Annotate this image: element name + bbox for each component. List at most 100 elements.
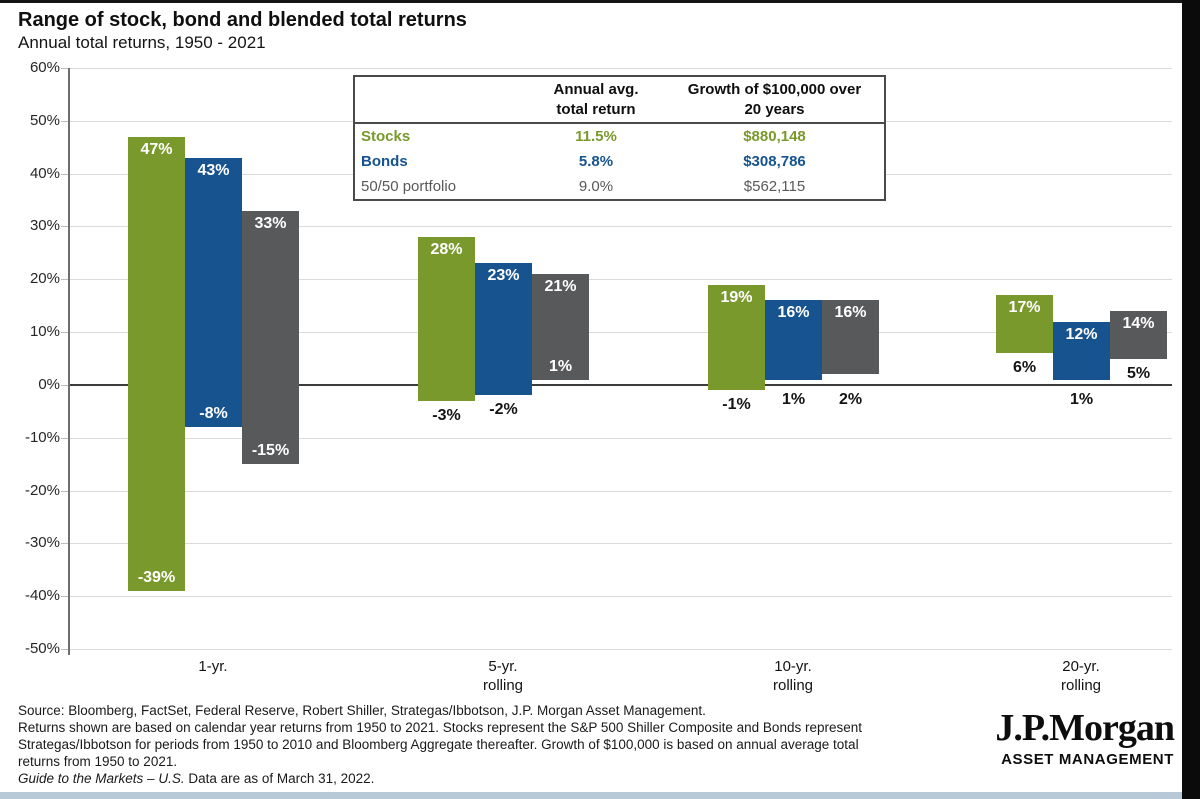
y-axis-label--30: -30% [24, 534, 60, 551]
bar-min-label-50-50-portfolio-1-yr: -15% [251, 442, 290, 459]
y-axis-label--40: -40% [24, 587, 60, 604]
summary-table-row-50-50-portfolio: 50/50 portfolio 9.0% $562,115 [355, 174, 884, 199]
y-axis-label-30: 30% [29, 217, 60, 234]
summary-table-header-annual-avg: Annual avg. total return [553, 81, 639, 118]
y-axis-tick--50 [61, 649, 68, 650]
bar-50-50-portfolio-20-yr [1110, 311, 1167, 359]
bar-min-label-bonds-10-yr: 1% [781, 391, 806, 408]
bar-stocks-20-yr [996, 295, 1053, 353]
summary-table-corner-cell [355, 77, 523, 122]
summary-growth-stocks: $880,148 [743, 128, 806, 145]
gridline--30 [68, 543, 1172, 544]
footnote-line-3: Strategas/Ibbotson for periods from 1950… [18, 737, 859, 752]
gridline-60 [68, 68, 1172, 69]
bar-stocks-10-yr [708, 285, 765, 390]
summary-table-body: Stocks 11.5% $880,148 Bonds 5.8% $308,786 50/5… [355, 124, 884, 199]
y-axis-label-40: 40% [29, 165, 60, 182]
gridline--40 [68, 596, 1172, 597]
y-axis-tick--20 [61, 491, 68, 492]
y-axis-label-20: 20% [29, 270, 60, 287]
summary-avg-return-50-50-portfolio: 9.0% [578, 178, 614, 195]
summary-growth-bonds: $308,786 [743, 153, 806, 170]
x-axis-label-10-yr: 10-yr. rolling [772, 658, 814, 694]
y-axis-label--10: -10% [24, 429, 60, 446]
y-axis-tick-10 [61, 332, 68, 333]
summary-avg-return-stocks: 11.5% [575, 128, 617, 145]
bar-max-label-50-50-portfolio-10-yr: 16% [834, 304, 867, 321]
page-title: Range of stock, bond and blended total r… [18, 9, 467, 31]
footnote-line-2: Returns shown are based on calendar year… [18, 720, 862, 735]
summary-row-label-stocks: Stocks [361, 128, 411, 145]
top-border-rule [0, 0, 1200, 3]
y-axis-label-60: 60% [29, 59, 60, 76]
bar-min-label-50-50-portfolio-10-yr: 2% [838, 391, 863, 408]
gridline--50 [68, 649, 1172, 650]
bar-min-label-stocks-1-yr: -39% [137, 569, 176, 586]
footnote-line-4: returns from 1950 to 2021. [18, 754, 178, 769]
bar-min-label-50-50-portfolio-20-yr: 5% [1126, 365, 1151, 382]
y-axis-label--50: -50% [24, 640, 60, 657]
y-axis-tick-60 [61, 68, 68, 69]
bar-max-label-50-50-portfolio-1-yr: 33% [254, 215, 287, 232]
summary-avg-return-bonds: 5.8% [578, 153, 614, 170]
chart-header: Range of stock, bond and blended total r… [18, 8, 467, 53]
y-axis-tick-0 [61, 385, 68, 386]
bar-max-label-bonds-1-yr: 43% [197, 162, 230, 179]
bar-bonds-5-yr [475, 263, 532, 395]
summary-table: Annual avg. total return Growth of $100,… [353, 75, 886, 201]
bar-max-label-stocks-5-yr: 28% [430, 241, 463, 258]
y-axis-label-10: 10% [29, 323, 60, 340]
bar-stocks-1-yr [128, 137, 185, 591]
bar-min-label-bonds-5-yr: -2% [489, 401, 518, 418]
x-axis-label-1-yr: 1-yr. [198, 658, 228, 675]
y-axis-tick-50 [61, 121, 68, 122]
bar-50-50-portfolio-1-yr [242, 211, 299, 464]
summary-row-label-bonds: Bonds [361, 153, 408, 170]
bar-max-label-bonds-20-yr: 12% [1065, 326, 1098, 343]
asset-management-label: ASSET MANAGEMENT [1001, 751, 1174, 768]
bar-min-label-50-50-portfolio-5-yr: 1% [548, 358, 573, 375]
y-axis-label-50: 50% [29, 112, 60, 129]
bottom-strip [0, 790, 1182, 799]
gridline-30 [68, 226, 1172, 227]
bar-max-label-50-50-portfolio-5-yr: 21% [544, 278, 577, 295]
bar-min-label-bonds-20-yr: 1% [1069, 391, 1094, 408]
y-axis-label-0: 0% [38, 376, 60, 393]
bar-max-label-stocks-10-yr: 19% [720, 289, 753, 306]
summary-growth-50-50-portfolio: $562,115 [743, 178, 806, 195]
page-subtitle: Annual total returns, 1950 - 2021 [18, 33, 266, 52]
y-axis-tick-30 [61, 226, 68, 227]
summary-table-header-growth: Growth of $100,000 over 20 years [687, 81, 862, 118]
summary-table-header-row: Annual avg. total return Growth of $100,… [355, 77, 884, 124]
summary-table-row-stocks: Stocks 11.5% $880,148 [355, 124, 884, 149]
bar-min-label-bonds-1-yr: -8% [199, 405, 228, 422]
bar-bonds-20-yr [1053, 322, 1110, 380]
bar-bonds-1-yr [185, 158, 242, 427]
zero-baseline [68, 384, 1172, 386]
bar-min-label-stocks-20-yr: 6% [1012, 359, 1037, 376]
y-axis-tick--40 [61, 596, 68, 597]
jpmorgan-wordmark: J.P.Morgan [995, 707, 1175, 749]
bar-bonds-10-yr [765, 300, 822, 380]
bar-min-label-stocks-10-yr: -1% [722, 396, 751, 413]
footnote-source-line: Source: Bloomberg, FactSet, Federal Rese… [18, 703, 706, 718]
y-axis-tick-40 [61, 174, 68, 175]
bar-max-label-bonds-10-yr: 16% [777, 304, 810, 321]
y-axis-tick-20 [61, 279, 68, 280]
data-as-of-label: Data are as of March 31, 2022. [184, 771, 375, 786]
footnotes: Source: Bloomberg, FactSet, Federal Rese… [18, 702, 862, 787]
bar-50-50-portfolio-10-yr [822, 300, 879, 374]
y-axis-tick--30 [61, 543, 68, 544]
bar-max-label-50-50-portfolio-20-yr: 14% [1122, 315, 1155, 332]
bar-stocks-5-yr [418, 237, 475, 401]
gridline-10 [68, 332, 1172, 333]
y-axis-label--20: -20% [24, 482, 60, 499]
gridline--10 [68, 438, 1172, 439]
bar-max-label-bonds-5-yr: 23% [487, 267, 520, 284]
x-axis-label-20-yr: 20-yr. rolling [1060, 658, 1102, 694]
guide-to-markets-label: Guide to the Markets – U.S. [18, 771, 185, 786]
bar-max-label-stocks-20-yr: 17% [1008, 299, 1041, 316]
bar-50-50-portfolio-5-yr [532, 274, 589, 380]
